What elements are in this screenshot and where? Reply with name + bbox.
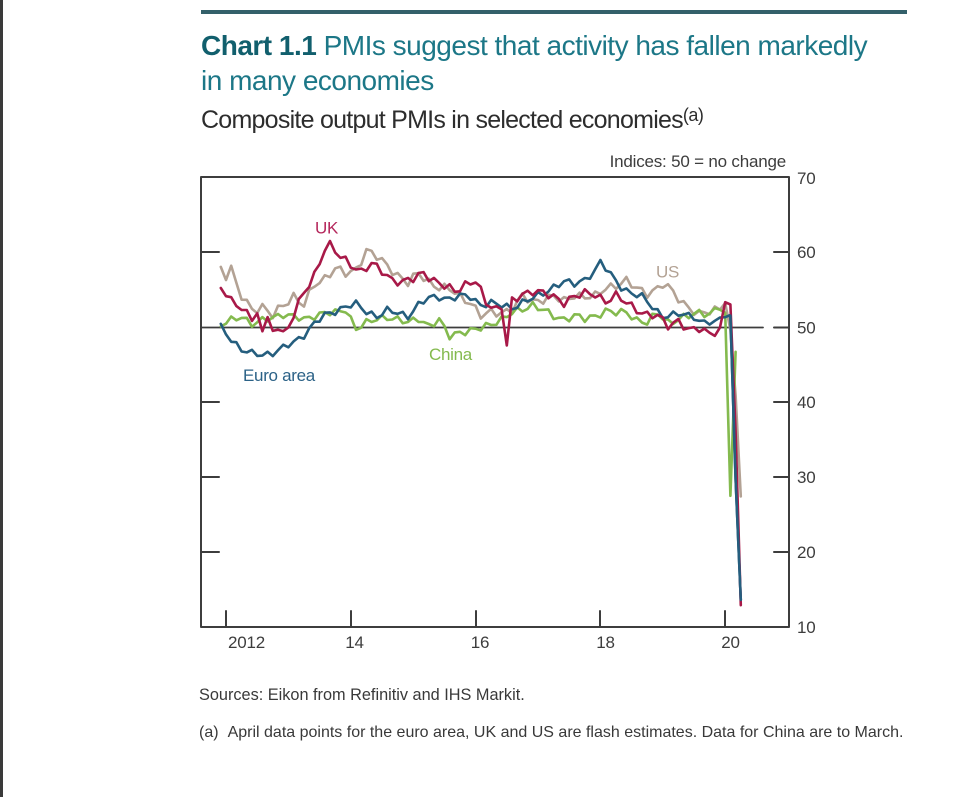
- svg-text:US: US: [656, 263, 679, 282]
- svg-text:40: 40: [797, 393, 816, 412]
- svg-text:18: 18: [596, 633, 615, 652]
- svg-text:UK: UK: [315, 219, 339, 238]
- svg-text:70: 70: [797, 169, 816, 188]
- svg-text:30: 30: [797, 468, 816, 487]
- svg-text:50: 50: [797, 319, 816, 338]
- svg-text:Euro area: Euro area: [243, 366, 316, 385]
- svg-text:60: 60: [797, 243, 816, 262]
- svg-text:20: 20: [721, 633, 740, 652]
- svg-text:10: 10: [797, 618, 816, 637]
- svg-text:16: 16: [471, 633, 490, 652]
- svg-text:2012: 2012: [228, 633, 265, 652]
- svg-text:China: China: [429, 345, 473, 364]
- svg-text:14: 14: [345, 633, 364, 652]
- svg-text:20: 20: [797, 543, 816, 562]
